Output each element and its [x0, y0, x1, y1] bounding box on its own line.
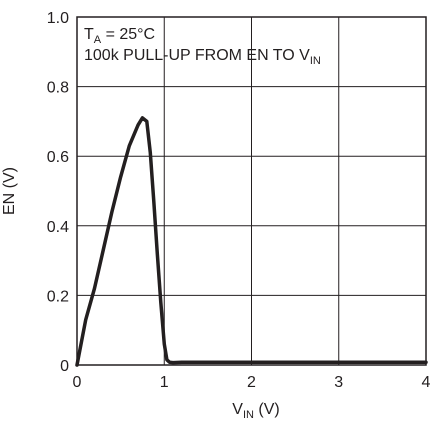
grid-lines [77, 17, 426, 365]
y-tick-label-1: 0.2 [47, 288, 69, 305]
y-tick-label-3: 0.6 [47, 149, 69, 166]
y-tick-label-0: 0 [60, 358, 69, 375]
plot-frame [76, 16, 427, 366]
y-axis-label: EN (V) [1, 167, 18, 215]
y-tick-label-4: 0.8 [47, 80, 69, 97]
x-tick-label-3: 3 [334, 374, 343, 391]
x-tick-label-0: 0 [73, 374, 82, 391]
x-tick-label-4: 4 [422, 374, 430, 391]
x-tick-label-1: 1 [160, 374, 169, 391]
x-axis-label: VIN (V) [232, 401, 279, 421]
annotation-temperature: TA = 25°C [84, 26, 155, 46]
x-tick-label-2: 2 [247, 374, 256, 391]
annotation-pullup: 100k PULL-UP FROM EN TO VIN [84, 47, 321, 67]
y-tick-label-2: 0.4 [47, 219, 69, 236]
tick-labels: 0 1 2 3 4 0 0.2 0.4 0.6 0.8 1.0 [47, 10, 430, 391]
series-line-en [75, 116, 428, 367]
y-tick-label-5: 1.0 [47, 10, 69, 27]
